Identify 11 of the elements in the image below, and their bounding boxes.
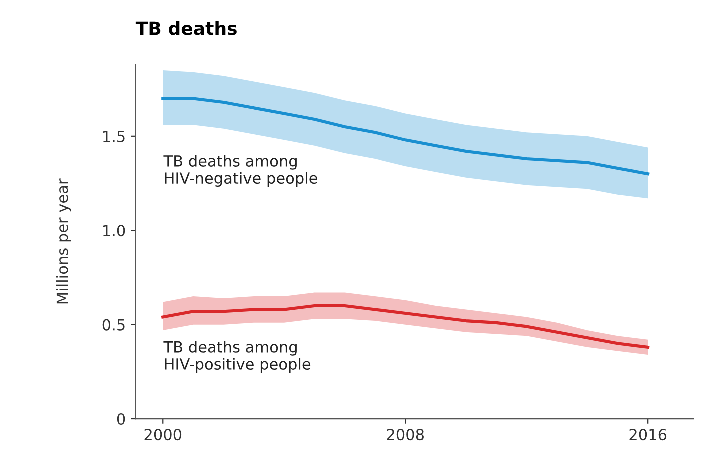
y-tick-label: 1.5 [104, 131, 125, 142]
annotation: TB deaths among HIV-positive people [164, 341, 311, 373]
x-tick-label: 2008 [387, 429, 424, 441]
x-tick-label: 2016 [630, 429, 667, 441]
x-tick-label: 2000 [144, 429, 182, 441]
y-tick-label: 1.0 [104, 225, 126, 237]
annotation: TB deaths among HIV-negative people [164, 155, 318, 188]
y-axis-title: Millions per year [56, 178, 72, 304]
y-tick-label: 0.5 [102, 319, 125, 331]
y-tick-label: 0 [117, 413, 126, 426]
chart-title: TB deaths [136, 21, 237, 36]
